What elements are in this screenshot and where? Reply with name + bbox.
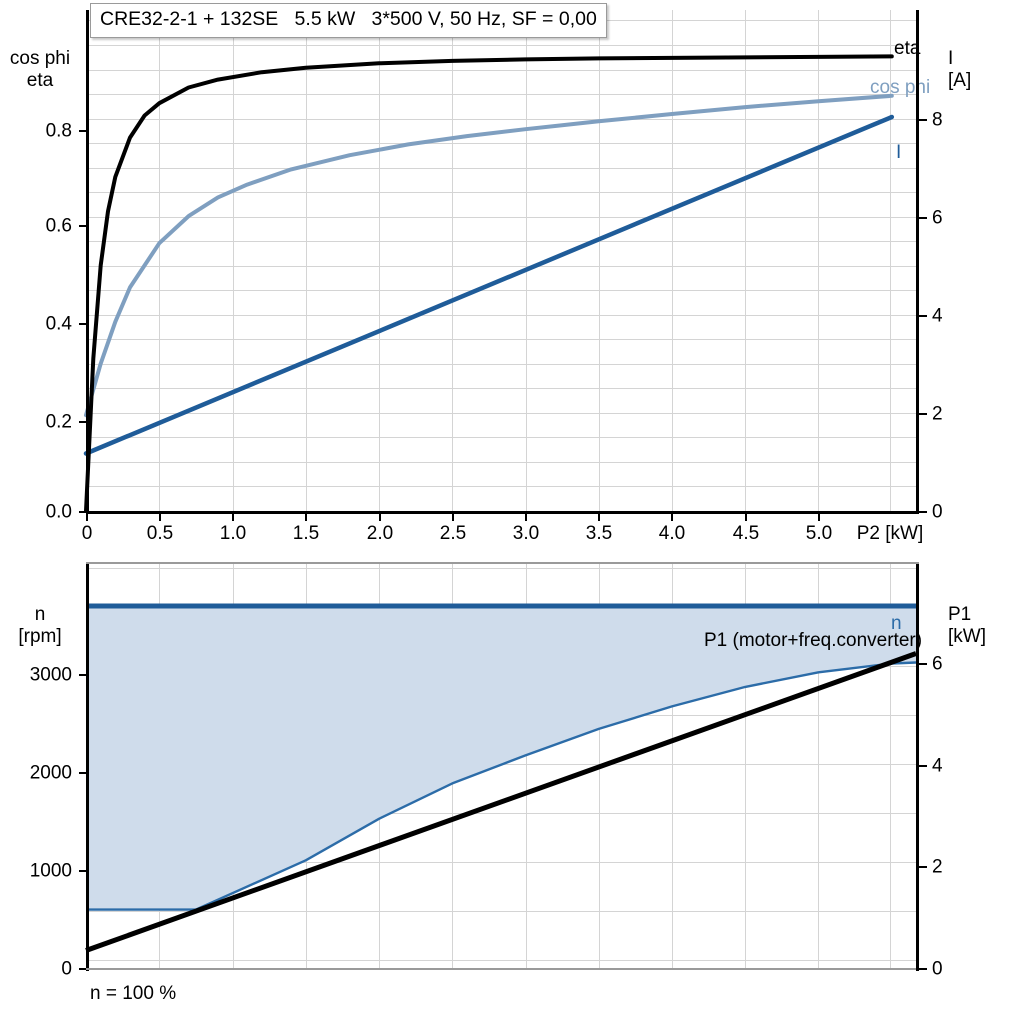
top-y2tick-3: 6 — [932, 207, 943, 229]
bottom-y-axis — [86, 562, 89, 971]
top-left-axis-title: cos phi eta — [9, 48, 71, 91]
bottom-right-axis-title: P1 [kW] — [948, 604, 986, 647]
top-ytick-3: 0.6 — [45, 215, 72, 237]
top-y2tick-0: 0 — [932, 501, 943, 523]
top-xtick-6: 3.0 — [512, 523, 540, 544]
eta-series-label: eta — [894, 38, 921, 59]
top-xtick-3: 1.5 — [292, 523, 320, 544]
bottom-y2tick-0: 0 — [932, 958, 943, 980]
p1-line — [85, 651, 917, 953]
bottom-ytick-2: 2000 — [29, 762, 72, 784]
bottom-curves — [85, 603, 917, 953]
top-ytick-1: 0.2 — [45, 411, 72, 433]
top-y2-axis — [916, 10, 919, 514]
bottom-y2tick-2: 4 — [932, 755, 943, 777]
cos-phi-curve — [84, 93, 894, 418]
chart-title-box: CRE32-2-1 + 132SE 5.5 kW 3*500 V, 50 Hz,… — [90, 3, 607, 38]
top-xtick-10: 5.0 — [805, 523, 833, 544]
top-right-axis-title: I [A] — [948, 48, 972, 91]
top-ytick-4: 0.8 — [45, 120, 72, 142]
top-ytick-2: 0.4 — [45, 313, 72, 335]
top-curves — [83, 54, 895, 513]
top-x-axis — [86, 511, 919, 514]
eta-curve — [84, 54, 894, 513]
top-y2tick-1: 2 — [932, 403, 943, 425]
top-xtick-2: 1.0 — [219, 523, 247, 544]
bottom-y2tick-1: 2 — [932, 856, 943, 878]
top-ytick-0: 0.0 — [45, 501, 72, 523]
top-x-axis-label: P2 [kW] — [856, 523, 924, 544]
top-xtick-0: 0 — [81, 523, 93, 544]
bottom-y2-axis — [916, 562, 919, 971]
top-plot-area: eta cos phi I — [83, 10, 930, 513]
bottom-plot-area: n P1 (motor+freq.converter) — [85, 562, 922, 968]
speed-lower-bound-line — [86, 661, 917, 911]
bottom-top-frame — [86, 562, 919, 564]
bottom-x-axis — [86, 968, 919, 970]
p1-series-label: P1 (motor+freq.converter) — [704, 630, 923, 651]
current-curve — [83, 114, 895, 456]
cos-phi-series-label: cos phi — [870, 77, 931, 98]
speed-footnote: n = 100 % — [90, 983, 177, 1004]
top-xtick-5: 2.5 — [439, 523, 467, 544]
current-series-label: I — [896, 142, 902, 163]
bottom-ytick-3: 3000 — [29, 664, 72, 686]
top-y-axis — [86, 10, 89, 514]
speed-series-label: n — [891, 613, 902, 634]
speed-band-area — [86, 606, 916, 910]
bottom-ytick-0: 0 — [61, 958, 72, 980]
bottom-ytick-1: 1000 — [29, 860, 72, 882]
top-xtick-9: 4.5 — [732, 523, 760, 544]
top-y2tick-2: 4 — [932, 305, 943, 327]
bottom-y2tick-3: 6 — [932, 653, 943, 675]
top-xtick-1: 0.5 — [146, 523, 174, 544]
bottom-left-axis-title: n [rpm] — [18, 604, 62, 647]
top-chart: cos phi eta I [A] — [9, 3, 972, 544]
top-xtick-4: 2.0 — [366, 523, 394, 544]
top-xtick-8: 4.0 — [658, 523, 686, 544]
bottom-chart: n [rpm] P1 [kW] — [0, 552, 1024, 1024]
top-xtick-7: 3.5 — [585, 523, 613, 544]
top-y2tick-4: 8 — [932, 109, 943, 131]
